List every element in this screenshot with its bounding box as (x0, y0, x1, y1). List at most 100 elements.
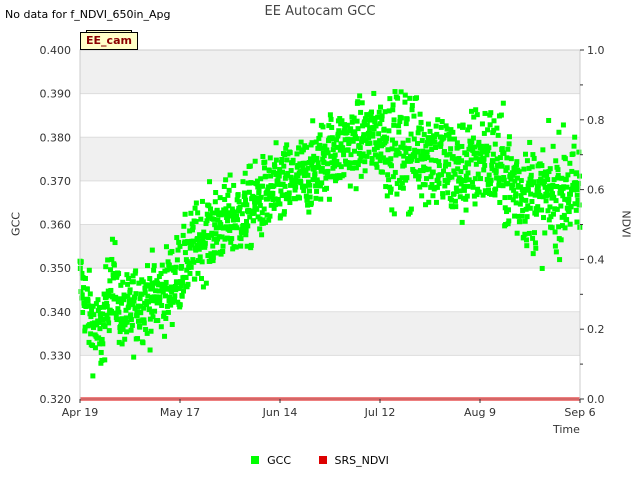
gcc-point (355, 99, 361, 105)
gcc-point (281, 211, 287, 217)
gcc-point (287, 150, 293, 156)
gcc-point (223, 177, 229, 183)
gcc-point (152, 308, 158, 314)
gcc-point (210, 258, 216, 264)
gcc-point (376, 131, 382, 137)
gcc-point (294, 151, 300, 157)
gcc-point (168, 302, 174, 308)
gcc-point (385, 172, 391, 178)
gcc-point (297, 195, 303, 201)
gcc-point (411, 113, 417, 119)
gcc-point (372, 115, 378, 121)
gcc-point (426, 199, 432, 205)
gcc-point (243, 227, 249, 233)
gcc-point (354, 118, 360, 124)
gcc-point (424, 149, 430, 155)
gcc-point (172, 283, 178, 289)
gcc-point (508, 156, 514, 162)
gcc-point (493, 186, 499, 192)
gcc-point (239, 227, 245, 233)
gcc-point (132, 305, 138, 311)
gcc-point (256, 188, 262, 194)
gcc-point (280, 169, 285, 175)
gcc-point (557, 184, 563, 190)
gcc-point (95, 297, 101, 303)
gcc-point (301, 173, 307, 179)
gcc-point (468, 157, 474, 163)
gcc-point (397, 184, 403, 190)
gcc-point (109, 236, 115, 242)
gcc-point (428, 174, 434, 180)
gcc-point (244, 243, 250, 249)
gcc-point (418, 153, 424, 159)
gcc-point (344, 122, 350, 128)
legend-swatch-ndvi (318, 456, 327, 464)
gcc-point (440, 194, 446, 200)
gcc-point (409, 102, 415, 108)
gcc-point (396, 129, 402, 135)
gcc-point (558, 203, 564, 209)
gcc-point (149, 309, 155, 315)
gcc-point (428, 184, 434, 190)
gcc-point (317, 183, 323, 189)
gcc-point (218, 221, 224, 227)
y2-tick-label: 0.2 (587, 323, 605, 336)
gcc-point (299, 184, 305, 190)
gcc-point (333, 176, 339, 182)
gcc-point (288, 168, 294, 174)
gcc-point (207, 179, 213, 185)
gcc-point (505, 207, 511, 213)
gcc-point (248, 180, 254, 186)
gcc-point (262, 159, 268, 165)
gcc-point (147, 316, 153, 322)
gcc-point (506, 141, 512, 147)
gcc-point (125, 293, 131, 299)
gcc-point (231, 182, 237, 188)
gcc-point (576, 202, 582, 208)
gcc-point (501, 177, 507, 183)
gcc-point (552, 243, 558, 249)
gcc-point (447, 151, 453, 157)
gcc-point (527, 205, 533, 211)
gcc-point (481, 156, 487, 162)
gcc-point (433, 123, 439, 129)
gcc-point (298, 180, 304, 186)
gcc-point (236, 199, 242, 205)
gcc-point (148, 328, 154, 334)
gcc-point (573, 180, 579, 186)
gcc-point (243, 232, 249, 238)
gcc-point (454, 188, 460, 194)
gcc-point (558, 237, 564, 243)
gcc-point (287, 200, 293, 206)
gcc-point (119, 341, 125, 347)
gcc-point (282, 175, 288, 181)
legend-label-ndvi: SRS_NDVI (334, 454, 389, 467)
gcc-point (195, 257, 201, 263)
gcc-point (383, 138, 389, 144)
gcc-point (100, 341, 106, 347)
gcc-point (393, 140, 399, 146)
gcc-point (514, 230, 520, 236)
gcc-point (107, 278, 113, 284)
gcc-point (559, 190, 564, 196)
gcc-point (375, 143, 381, 149)
gcc-point (414, 157, 420, 163)
gcc-point (514, 159, 520, 165)
y-tick-label: 0.370 (40, 175, 72, 188)
gcc-point (210, 254, 216, 260)
gcc-point (111, 262, 117, 268)
gcc-point (346, 165, 352, 171)
gcc-point (275, 177, 281, 183)
gcc-point (359, 100, 365, 106)
gcc-point (361, 134, 366, 140)
gcc-point (97, 341, 103, 347)
gcc-point (79, 292, 85, 298)
gcc-point (363, 137, 369, 143)
gcc-point (526, 165, 532, 171)
gcc-point (353, 186, 359, 192)
gcc-point (313, 183, 319, 189)
gcc-point (321, 160, 327, 166)
gcc-point (439, 172, 445, 178)
gcc-point (448, 127, 454, 133)
gcc-point (154, 300, 160, 306)
